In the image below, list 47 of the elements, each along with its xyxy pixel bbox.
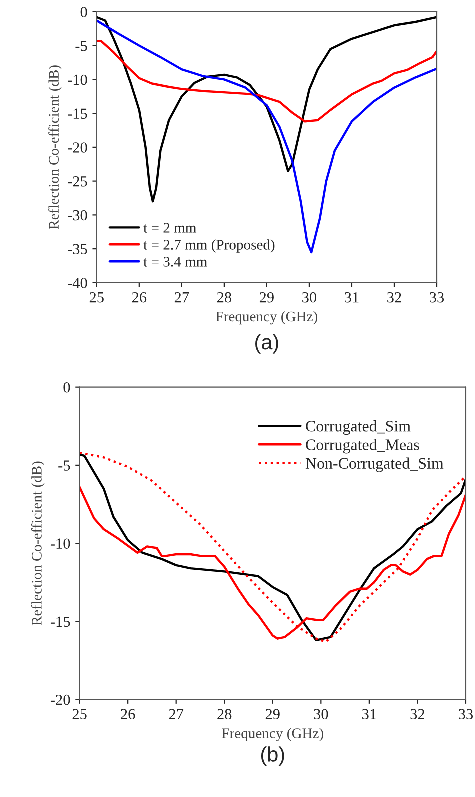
y-axis-title: Reflection Co-efficient (dB) xyxy=(31,462,45,626)
text: (b) xyxy=(261,746,284,766)
y-tick-label: -5 xyxy=(76,41,88,52)
x-axis-title: Frequency (GHz) xyxy=(222,728,324,742)
legend-label: t = 2 mm xyxy=(144,223,197,233)
y-tick-label: -10 xyxy=(68,74,88,86)
x-tick-label: 33 xyxy=(459,709,474,720)
x-tick-label: 31 xyxy=(362,709,376,720)
legend-label: t = 3.4 mm xyxy=(144,257,208,267)
x-tick-label: 30 xyxy=(302,292,317,303)
line-series xyxy=(96,16,437,203)
y-tick-label: -5 xyxy=(58,460,70,471)
text: (a) xyxy=(256,334,278,354)
x-tick-label: 31 xyxy=(345,292,359,303)
x-tick-label: 25 xyxy=(72,709,87,720)
x-tick-label: 26 xyxy=(121,709,136,720)
x-tick-label: 25 xyxy=(90,292,104,303)
legend-label: Non-Corrugated_Sim xyxy=(306,458,444,472)
y-tick-label: 0 xyxy=(80,7,88,18)
y-tick-label: -10 xyxy=(50,538,70,550)
x-axis-title: Frequency (GHz) xyxy=(216,311,318,325)
y-tick-label: -20 xyxy=(68,142,88,153)
y-tick-label: -15 xyxy=(68,108,88,120)
x-tick-label: 32 xyxy=(388,292,402,303)
x-tick-label: 32 xyxy=(410,709,424,720)
x-tick-label: 28 xyxy=(217,292,232,303)
legend-label: Corrugated_Sim xyxy=(306,420,411,436)
x-tick-label: 28 xyxy=(218,709,232,720)
legend-label: Corrugated_Meas xyxy=(306,439,420,454)
y-tick-label: 0 xyxy=(64,382,70,393)
line-series xyxy=(96,20,437,254)
y-tick-label: -20 xyxy=(50,694,70,706)
y-tick-label: -15 xyxy=(50,616,70,628)
x-tick-label: 26 xyxy=(132,292,147,303)
y-tick-label: -35 xyxy=(68,244,88,255)
x-tick-label: 29 xyxy=(266,709,280,720)
x-tick-label: 29 xyxy=(260,292,274,303)
x-tick-label: 27 xyxy=(169,709,184,720)
legend-label: t = 2.7 mm (Proposed) xyxy=(144,240,275,253)
y-axis-title: Reflection Co-efficient (dB) xyxy=(48,66,62,230)
y-tick-label: -30 xyxy=(68,210,88,221)
x-tick-label: 30 xyxy=(314,709,328,720)
x-tick-label: 27 xyxy=(174,292,190,303)
line-series xyxy=(96,40,437,123)
x-tick-label: 33 xyxy=(430,292,444,303)
y-tick-label: -25 xyxy=(68,176,88,187)
y-tick-label: -40 xyxy=(68,278,88,288)
